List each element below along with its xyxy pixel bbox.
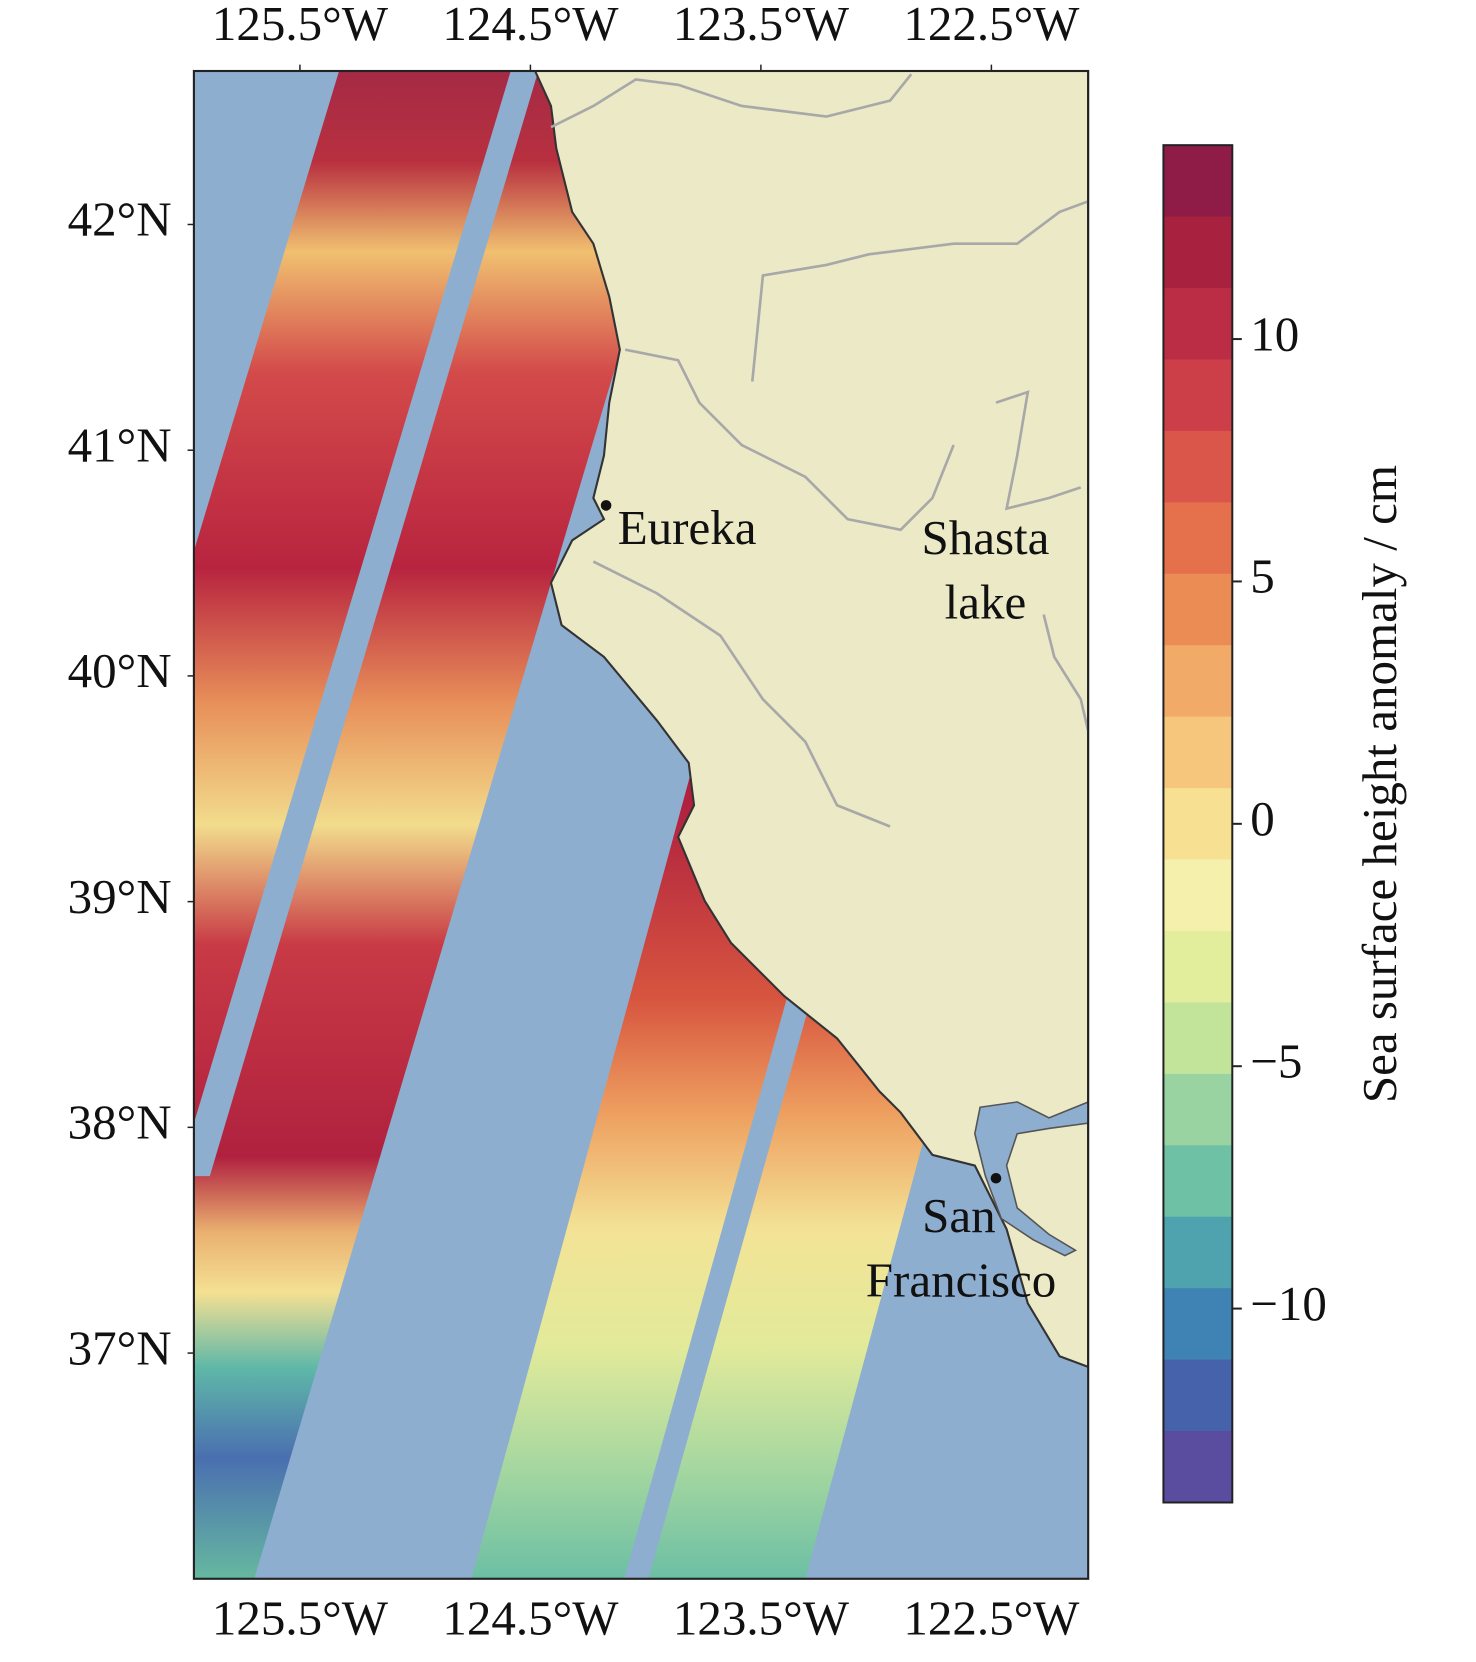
colorbar-segment (1163, 145, 1233, 218)
x-tick-label: 123.5°W (673, 0, 850, 51)
y-tick-label: 37°N (68, 1320, 172, 1375)
land (533, 70, 1089, 1368)
colorbar-segment (1163, 502, 1233, 575)
city-dot (990, 1172, 1002, 1184)
colorbar-segment (1163, 1216, 1233, 1289)
place-label: lake (945, 574, 1027, 629)
map-panel (192, 69, 1090, 1580)
rivers (550, 73, 1089, 828)
colorbar-segment (1163, 1002, 1233, 1075)
bay (973, 1101, 1089, 1257)
colorbar-label: Sea surface height anomaly / cm (1352, 465, 1407, 1103)
y-tick-label: 38°N (68, 1095, 172, 1150)
y-tick-label: 40°N (68, 643, 172, 698)
colorbar-segment (1163, 1073, 1233, 1146)
place-label: San (922, 1188, 996, 1243)
swath-gap (193, 70, 539, 1177)
colorbar-segment (1163, 1288, 1233, 1361)
swath (193, 70, 704, 1579)
colorbar-tick-label: −5 (1250, 1033, 1302, 1088)
y-tick-label: 41°N (68, 417, 172, 472)
colorbar-tick-label: 5 (1250, 549, 1275, 604)
x-tick-label: 122.5°W (903, 1591, 1080, 1646)
colorbar-tick-label: −10 (1250, 1276, 1327, 1331)
city-dot (600, 500, 612, 511)
colorbar-segment (1163, 716, 1233, 789)
colorbar-tick-label: 10 (1250, 306, 1299, 361)
x-tick-label: 124.5°W (442, 1591, 619, 1646)
x-tick-label: 125.5°W (212, 1591, 389, 1646)
colorbar-segment (1163, 930, 1233, 1004)
colorbar-segment (1163, 288, 1233, 361)
colorbar-segment (1163, 645, 1233, 718)
map-frame (192, 69, 1090, 1580)
colorbar-segment (1163, 788, 1233, 861)
colorbar-segment (1163, 1359, 1233, 1432)
colorbar-segment (1163, 859, 1233, 932)
colorbar-segment (1163, 359, 1233, 432)
place-label: Francisco (866, 1253, 1057, 1308)
y-tick-label: 42°N (68, 192, 172, 247)
x-tick-label: 125.5°W (212, 0, 389, 51)
colorbar-segment (1163, 1431, 1233, 1504)
place-label: Shasta (921, 510, 1049, 565)
colorbar-segment (1163, 216, 1233, 289)
colorbar-segment (1163, 1145, 1233, 1218)
place-label: Eureka (618, 500, 757, 555)
y-tick-label: 39°N (68, 869, 172, 924)
colorbar-segment (1163, 430, 1233, 503)
x-tick-label: 123.5°W (673, 1591, 850, 1646)
x-tick-label: 122.5°W (903, 0, 1080, 51)
x-tick-label: 124.5°W (442, 0, 619, 51)
colorbar-tick-label: 0 (1250, 791, 1275, 846)
colorbar-segment (1163, 573, 1233, 646)
swath-gap (624, 985, 815, 1579)
